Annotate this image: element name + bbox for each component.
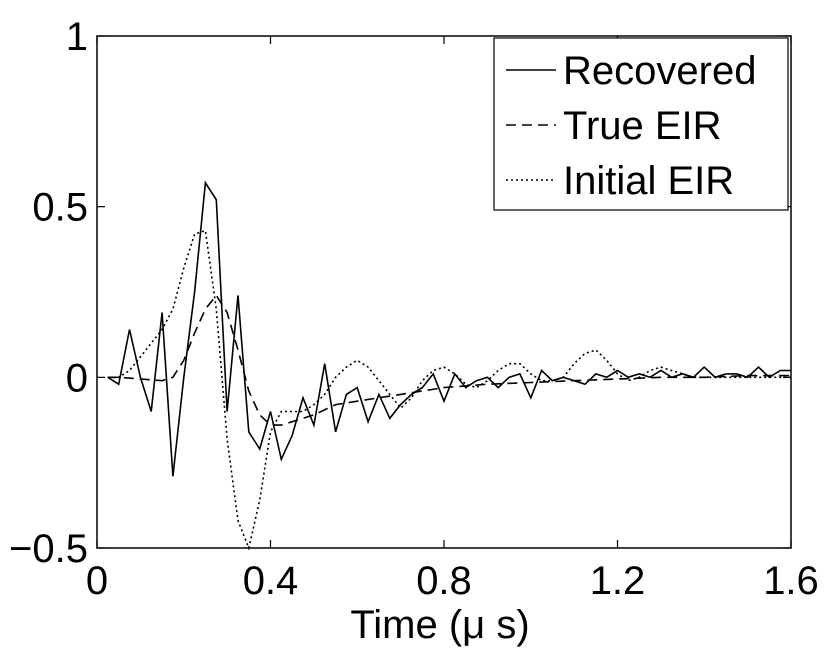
y-tick-label: 1 bbox=[66, 15, 88, 59]
y-tick-label: 0.5 bbox=[32, 186, 88, 230]
x-tick-label: 1.6 bbox=[763, 559, 819, 603]
y-tick-label: −0.5 bbox=[9, 527, 88, 571]
x-tick-label: 1.2 bbox=[590, 559, 646, 603]
y-tick-label: 0 bbox=[66, 356, 88, 400]
series-line-recovered bbox=[107, 180, 791, 477]
legend-label: Recovered bbox=[563, 49, 756, 93]
series-line-initial-eir bbox=[107, 229, 791, 551]
series-layer bbox=[107, 180, 791, 551]
legend-label: Initial EIR bbox=[563, 159, 734, 203]
legend: Recovered True EIR Initial EIR bbox=[493, 37, 789, 211]
ticks-layer: 0 0.4 0.8 1.2 1.6−0.500.51 bbox=[9, 15, 819, 603]
series-line-true-eir bbox=[107, 294, 791, 426]
legend-box bbox=[493, 37, 789, 211]
x-tick-label: 0.8 bbox=[416, 559, 472, 603]
x-axis-label: Time (μ s) bbox=[350, 603, 529, 647]
legend-label: True EIR bbox=[563, 104, 722, 148]
x-tick-label: 0.4 bbox=[243, 559, 299, 603]
x-tick-label: 0 bbox=[86, 559, 108, 603]
